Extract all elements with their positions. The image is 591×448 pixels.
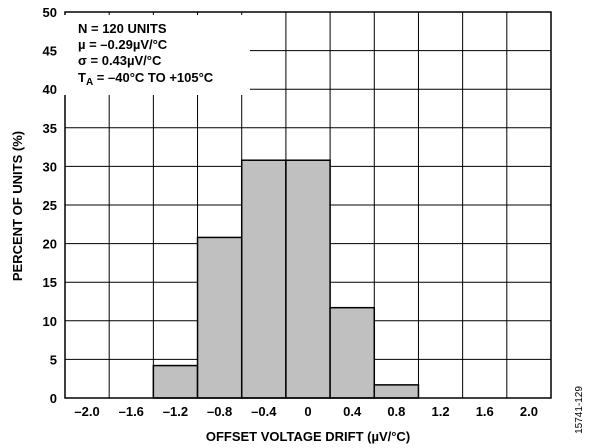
x-tick-label: –1.2 (163, 404, 188, 419)
y-tick-label: 45 (43, 44, 57, 59)
x-tick-labels: –2.0 –1.6 –1.2 –0.8 –0.4 0 0.4 0.8 1.2 1.6 2.0 (74, 404, 538, 419)
x-tick-label: –0.8 (207, 404, 232, 419)
annotation-temp-sub: A (86, 77, 93, 88)
y-tick-label: 30 (43, 159, 57, 174)
y-tick-label: 25 (43, 198, 57, 213)
y-tick-label: 10 (43, 314, 57, 329)
y-tick-label: 15 (43, 275, 57, 290)
y-tick-label: 35 (43, 121, 57, 136)
histogram-bar (196, 236, 243, 399)
figure-id: 15741-129 (574, 386, 585, 434)
plot-frame (64, 11, 552, 399)
x-tick-label: 1.2 (432, 404, 450, 419)
x-tick-label: 1.6 (476, 404, 494, 419)
x-tick-label: –1.6 (119, 404, 144, 419)
annotation-temp: TA = –40°C TO +105°C (78, 70, 214, 88)
histogram-bar (285, 159, 331, 399)
plot-border (64, 11, 552, 399)
y-tick-label: 20 (43, 237, 57, 252)
annotation-sigma: σ = 0.43µV/°C (78, 53, 162, 68)
x-tick-label: –0.4 (251, 404, 277, 419)
y-axis-title: PERCENT OF UNITS (%) (10, 131, 25, 281)
histogram-bar (329, 306, 376, 399)
y-tick-labels: 0 5 10 15 20 25 30 35 40 45 50 (43, 5, 57, 406)
y-tick-label: 0 (50, 391, 57, 406)
x-tick-label: –2.0 (74, 404, 99, 419)
x-tick-label: 0.4 (343, 404, 362, 419)
histogram-bar (152, 364, 199, 399)
x-tick-label: 0.8 (387, 404, 405, 419)
annotation-box-bg (64, 15, 250, 95)
y-tick-label: 50 (43, 5, 57, 20)
histogram-bar (373, 384, 420, 399)
histogram-bar (240, 159, 287, 399)
annotation-n: N = 120 UNITS (78, 21, 167, 36)
y-tick-label: 5 (50, 352, 57, 367)
annotation-temp-rest: = –40°C TO +105°C (93, 70, 214, 85)
y-tick-label: 40 (43, 82, 57, 97)
annotation-mean: µ = –0.29µV/°C (78, 37, 168, 52)
x-tick-label: 2.0 (520, 404, 538, 419)
annotation-temp-main: T (78, 70, 86, 85)
bars (152, 159, 420, 399)
x-tick-label: 0 (304, 404, 311, 419)
x-axis-title: OFFSET VOLTAGE DRIFT (µV/°C) (206, 429, 410, 444)
